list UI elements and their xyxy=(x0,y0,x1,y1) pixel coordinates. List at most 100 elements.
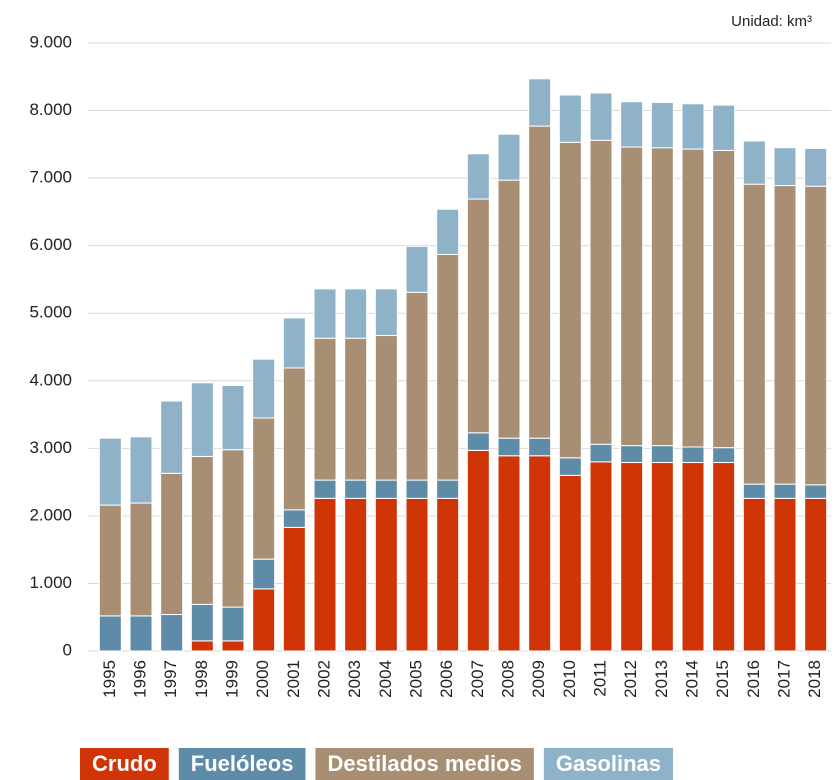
x-tick-label: 1998 xyxy=(192,660,211,698)
bar-segment xyxy=(313,479,337,499)
bar-segment xyxy=(405,497,429,652)
bar-segment xyxy=(466,449,490,652)
x-tick-label: 2016 xyxy=(744,660,763,698)
bar-segment xyxy=(313,337,337,481)
x-tick-label: 2014 xyxy=(682,660,701,698)
bar-segment xyxy=(98,437,122,506)
bar-segment xyxy=(681,462,705,652)
bar-segment xyxy=(374,288,398,337)
bar-segment xyxy=(558,141,582,459)
bar-segment xyxy=(650,445,674,464)
bar-segment xyxy=(712,447,736,464)
x-tick-label: 2015 xyxy=(713,660,732,698)
x-tick-label: 2018 xyxy=(805,660,824,698)
x-tick-label: 2006 xyxy=(437,660,456,698)
bar-segment xyxy=(650,462,674,652)
bar-segment xyxy=(773,497,797,652)
x-tick-label: 2008 xyxy=(498,660,517,698)
y-tick-label: 6.000 xyxy=(29,235,72,254)
bar-segment xyxy=(252,417,276,560)
bar-segment xyxy=(804,497,828,652)
bar-segment xyxy=(681,148,705,448)
legend-label: Destilados medios xyxy=(327,751,521,776)
bar-segment xyxy=(313,497,337,652)
bar-segment xyxy=(344,288,368,339)
x-tick-label: 1997 xyxy=(161,660,180,698)
bar-segment xyxy=(405,291,429,481)
bar-segment xyxy=(374,335,398,481)
legend-label: Gasolinas xyxy=(556,751,661,776)
bar-segment xyxy=(190,640,214,652)
unit-note: Unidad: km³ xyxy=(731,13,812,30)
x-tick-label: 1996 xyxy=(130,660,149,698)
bar-segment xyxy=(160,472,184,616)
x-tick-label: 2003 xyxy=(345,660,364,698)
bar-segment xyxy=(681,103,705,150)
bar-segment xyxy=(558,94,582,143)
bar-segment xyxy=(252,358,276,419)
x-tick-label: 1995 xyxy=(100,660,119,698)
x-tick-label: 2000 xyxy=(253,660,272,698)
bar-segment xyxy=(497,133,521,181)
bar-segment xyxy=(313,288,337,339)
bar-segment xyxy=(497,455,521,652)
bar-segment xyxy=(650,101,674,149)
x-tick-label: 1999 xyxy=(222,660,241,698)
bar-segment xyxy=(344,337,368,481)
bar-segment xyxy=(405,479,429,499)
bar-segment xyxy=(620,146,644,447)
bar-segment xyxy=(681,446,705,464)
bar-segment xyxy=(282,317,306,369)
bar-segment xyxy=(98,615,122,652)
bar-segment xyxy=(160,614,184,652)
bar-segment xyxy=(742,497,766,652)
bar-segment xyxy=(589,461,613,652)
bar-segment xyxy=(712,149,736,449)
bar-segment xyxy=(773,147,797,187)
legend-swatch xyxy=(543,748,673,780)
bar-segment xyxy=(436,497,460,652)
bar-segment xyxy=(712,104,736,151)
x-tick-label: 2010 xyxy=(560,660,579,698)
x-tick-label: 2005 xyxy=(406,660,425,698)
bar-segment xyxy=(466,198,490,434)
bar-segment xyxy=(374,497,398,652)
bar-segment xyxy=(742,140,766,185)
bar-segment xyxy=(497,179,521,439)
bar-segment xyxy=(190,382,214,457)
bar-segment xyxy=(742,183,766,485)
bar-segment xyxy=(98,504,122,617)
bar-segment xyxy=(589,139,613,445)
bar-segment xyxy=(773,185,797,485)
legend-label: Crudo xyxy=(92,751,157,776)
bar-segment xyxy=(221,449,245,608)
bar-segment xyxy=(528,125,552,439)
x-tick-label: 2013 xyxy=(652,660,671,698)
bar-segment xyxy=(589,443,613,463)
x-tick-label: 2009 xyxy=(529,660,548,698)
x-tick-label: 2004 xyxy=(376,660,395,698)
bar-segment xyxy=(773,483,797,499)
legend-swatch xyxy=(178,748,306,780)
bar-segment xyxy=(804,147,828,187)
bar-segment xyxy=(804,484,828,499)
x-tick-label: 2001 xyxy=(284,660,303,698)
bar-segment xyxy=(252,558,276,590)
bar-segment xyxy=(528,437,552,457)
x-tick-label: 2007 xyxy=(468,660,487,698)
bar-segment xyxy=(221,385,245,451)
bar-segment xyxy=(436,208,460,255)
bar-segment xyxy=(589,92,613,141)
y-tick-label: 2.000 xyxy=(29,505,72,524)
bar-segment xyxy=(282,367,306,511)
bar-segment xyxy=(344,497,368,652)
bar-segment xyxy=(282,526,306,652)
bar-segment xyxy=(436,479,460,499)
bar-segment xyxy=(804,185,828,486)
bar-segment xyxy=(466,153,490,200)
x-tick-label: 2012 xyxy=(621,660,640,698)
bar-segment xyxy=(620,101,644,148)
bar-segment xyxy=(620,462,644,652)
bar-segment xyxy=(160,400,184,474)
bar-segment xyxy=(650,147,674,447)
